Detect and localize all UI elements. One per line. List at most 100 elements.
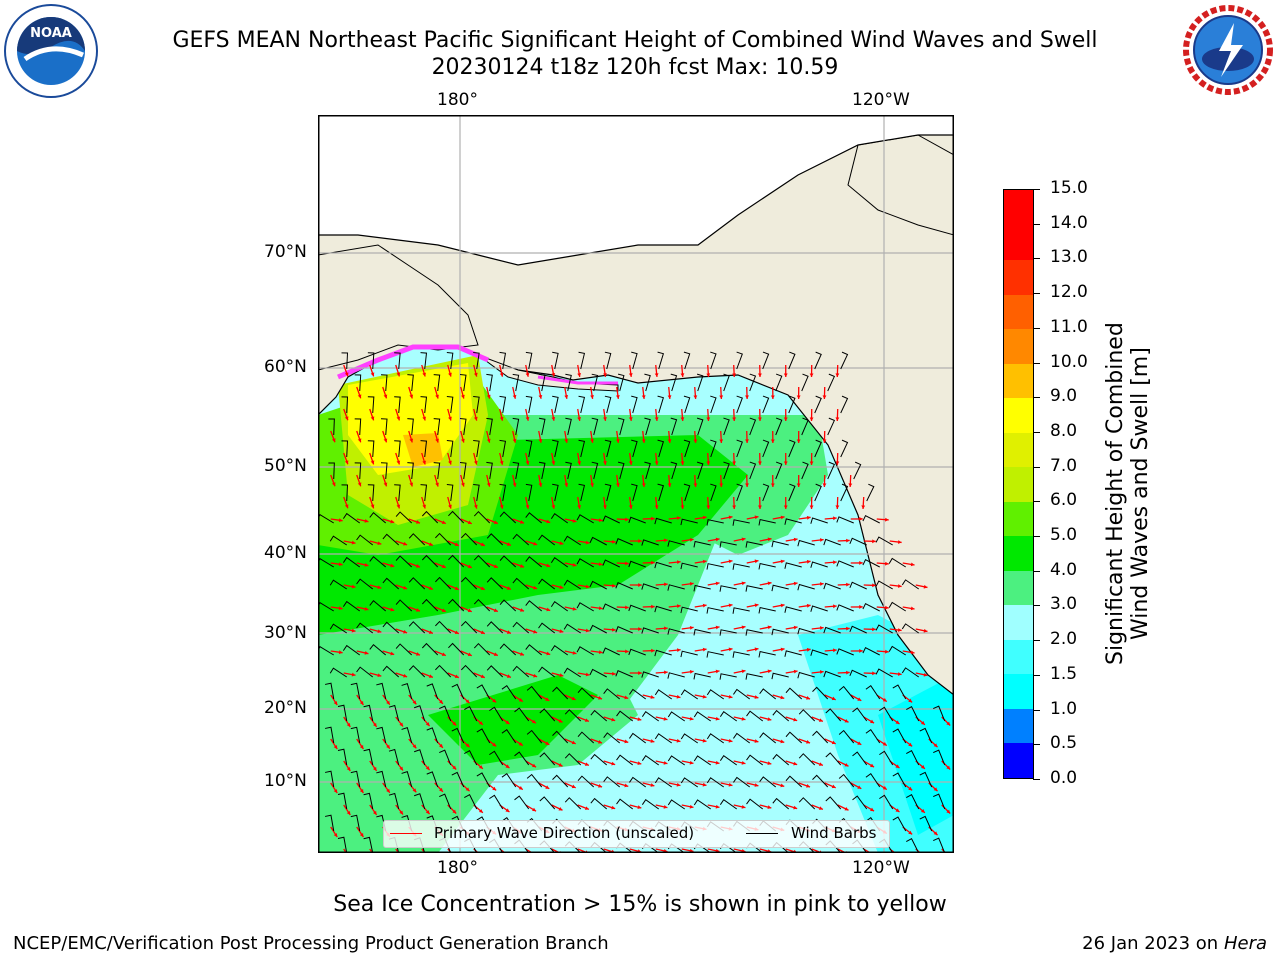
wind-barb (420, 396, 428, 414)
wind-barb (629, 732, 647, 744)
wave-direction-arrowhead (584, 762, 589, 766)
wave-direction-arrowhead (767, 761, 772, 766)
wave-direction-arrowhead (448, 504, 452, 509)
wave-direction-arrowhead (833, 648, 837, 653)
wind-barb (576, 514, 594, 524)
wave-direction-arrowhead (885, 561, 889, 566)
wave-direction-arrowhead (641, 483, 646, 487)
wind-barb (426, 683, 439, 700)
wave-field-4m-south (428, 675, 598, 765)
wind-barb (680, 733, 699, 744)
wind-barb (919, 727, 933, 744)
wave-direction-arrowhead (590, 439, 594, 443)
wave-direction-arrowhead (780, 515, 785, 520)
wave-direction-arrowhead (486, 482, 491, 487)
wind-barb (745, 541, 763, 548)
wave-direction-arrowhead (818, 718, 823, 722)
wave-direction-arrowhead (454, 586, 459, 591)
wind-barb (879, 794, 894, 810)
wind-barb (797, 671, 815, 679)
wind-barb (706, 733, 725, 744)
wind-barb (501, 685, 517, 700)
wave-direction-arrowhead (641, 439, 646, 443)
wave-direction-arrowhead (870, 719, 875, 724)
wave-direction-arrowhead (533, 629, 538, 634)
wind-barb (758, 518, 776, 526)
wave-direction-arrowhead (590, 395, 594, 399)
wave-direction-arrowhead (676, 648, 681, 653)
wind-barb (420, 440, 428, 458)
wind-barb (693, 672, 711, 680)
wave-direction-arrowhead (667, 483, 672, 487)
wind-barb (489, 750, 504, 766)
chart-subtitle: 20230124 t18z 120h fcst Max: 10.59 (431, 55, 839, 80)
wave-direction-arrowhead (625, 605, 629, 610)
wave-direction-arrowhead (412, 744, 417, 749)
wave-direction-arrowhead (715, 625, 720, 630)
wind-barb (849, 669, 867, 678)
wind-barb (906, 750, 920, 766)
wave-direction-arrowhead (745, 395, 749, 399)
wind-barb (408, 533, 426, 546)
wave-direction-arrowhead (383, 438, 388, 443)
wave-direction-arrowhead (780, 783, 785, 788)
wave-direction-arrowhead (532, 719, 537, 724)
wave-direction-arrowhead (333, 833, 338, 838)
wind-barb (784, 518, 802, 525)
wind-barb (369, 600, 387, 612)
wave-direction-arrowhead (663, 760, 668, 765)
wave-direction-arrowhead (702, 694, 707, 699)
wave-direction-arrowhead (611, 717, 616, 722)
wind-barb (759, 688, 777, 700)
wind-barb (550, 645, 569, 656)
wind-barb (683, 351, 691, 370)
wind-barb (550, 513, 569, 524)
wave-direction-arrowhead (676, 604, 681, 609)
colorbar-tick-label: 7.0 (1050, 455, 1078, 476)
wave-direction-arrowhead (715, 581, 720, 586)
noaa-logo-text: NOAA (30, 26, 72, 41)
wave-direction-arrowhead (538, 482, 543, 487)
wind-barb (329, 623, 348, 634)
colorbar-segment (1004, 673, 1033, 709)
wind-barb (615, 670, 633, 678)
wave-direction-arrowhead (390, 563, 395, 568)
wind-barb (888, 645, 906, 656)
wind-barb (849, 581, 867, 590)
wave-direction-arrowhead (933, 743, 938, 748)
colorbar-tick-mark (1033, 362, 1040, 364)
wind-barb (550, 557, 569, 568)
wind-barbs-legend-label: Wind Barbs (791, 824, 877, 842)
wind-barb (667, 755, 686, 766)
wind-barb (578, 439, 586, 458)
wind-barb (680, 777, 699, 788)
wind-barb (657, 395, 665, 414)
wave-direction-arrowhead (728, 738, 733, 743)
colorbar-tick-mark (1033, 709, 1040, 711)
map-panel[interactable] (318, 115, 954, 853)
wave-direction-arrowhead (577, 417, 582, 421)
wind-barb (376, 770, 387, 788)
wind-barb (408, 665, 426, 678)
colorbar-segment (1004, 432, 1033, 468)
wind-barb (324, 682, 335, 700)
wind-barb (499, 351, 507, 370)
wave-direction-arrowhead (465, 743, 470, 748)
wind-barb (591, 417, 599, 436)
wind-barb (552, 774, 569, 788)
wave-direction-arrowhead (625, 517, 629, 522)
wind-barb (733, 732, 751, 744)
wave-direction-arrowhead (403, 541, 408, 546)
wind-barb (865, 685, 881, 700)
wind-barb (814, 439, 822, 458)
wind-barb (693, 540, 711, 548)
wind-barb (680, 650, 698, 658)
wave-direction-arrowhead (338, 650, 343, 655)
wind-barb (723, 461, 730, 480)
wind-barb (798, 709, 816, 722)
wave-direction-arrowhead (835, 505, 840, 509)
colorbar-tick-mark (1033, 223, 1040, 225)
wave-direction-arrowhead (885, 605, 889, 610)
wind-barb (473, 439, 480, 458)
wave-direction-arrowhead (572, 606, 577, 611)
